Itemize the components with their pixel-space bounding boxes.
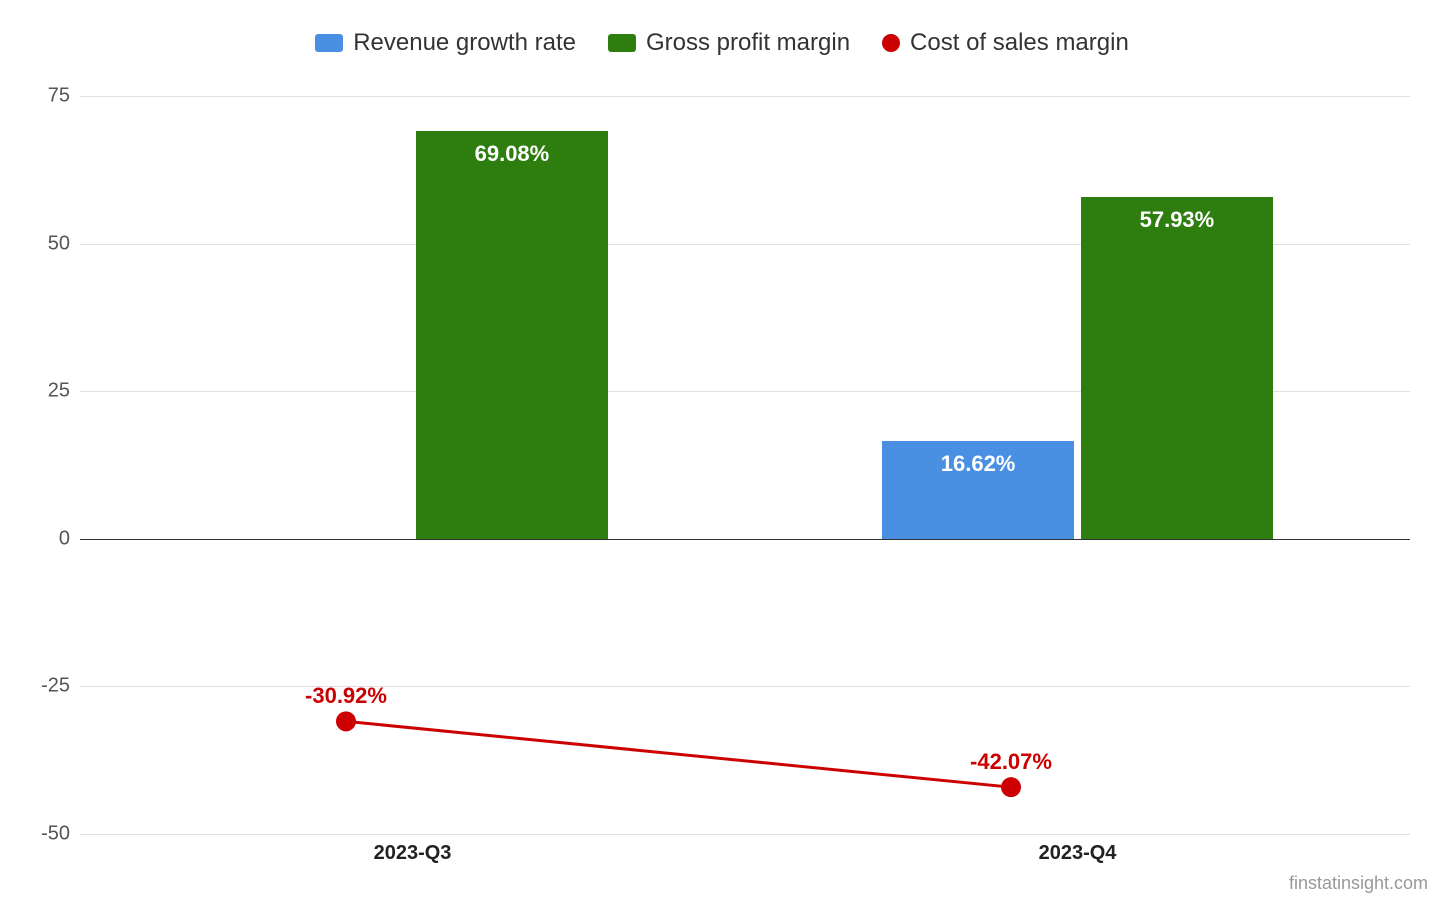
legend-circle-cost <box>882 34 900 52</box>
chart-legend: Revenue growth rate Gross profit margin … <box>20 18 1424 68</box>
bar[interactable] <box>416 131 609 539</box>
legend-swatch-revenue <box>315 34 343 52</box>
chart-container: Revenue growth rate Gross profit margin … <box>20 18 1424 878</box>
legend-item-cost-sales[interactable]: Cost of sales margin <box>882 29 1129 57</box>
y-axis-label: -50 <box>20 823 70 846</box>
line-marker[interactable] <box>336 711 356 731</box>
legend-label-cost: Cost of sales margin <box>910 29 1129 57</box>
y-axis-label: 0 <box>20 527 70 550</box>
gridline <box>80 834 1410 835</box>
gridline <box>80 96 1410 97</box>
y-axis-label: 75 <box>20 85 70 108</box>
attribution-text: finstatinsight.com <box>1289 873 1428 894</box>
legend-item-revenue-growth[interactable]: Revenue growth rate <box>315 29 576 57</box>
y-axis-label: -25 <box>20 675 70 698</box>
legend-item-gross-profit[interactable]: Gross profit margin <box>608 29 850 57</box>
zero-line <box>80 539 1410 540</box>
legend-swatch-profit <box>608 34 636 52</box>
x-axis-label: 2023-Q4 <box>1039 842 1117 865</box>
x-axis-label: 2023-Q3 <box>374 842 452 865</box>
line-data-label: -42.07% <box>911 749 1111 775</box>
y-axis-label: 25 <box>20 380 70 403</box>
bar-data-label: 69.08% <box>412 141 612 167</box>
line-data-label: -30.92% <box>246 683 446 709</box>
y-axis-label: 50 <box>20 232 70 255</box>
bar-data-label: 57.93% <box>1077 207 1277 233</box>
line-marker[interactable] <box>1001 777 1021 797</box>
plot-area: -50-2502550752023-Q369.08%2023-Q416.62%5… <box>80 96 1410 834</box>
bar-data-label: 16.62% <box>878 451 1078 477</box>
legend-label-revenue: Revenue growth rate <box>353 29 576 57</box>
legend-label-profit: Gross profit margin <box>646 29 850 57</box>
bar[interactable] <box>1081 197 1274 539</box>
